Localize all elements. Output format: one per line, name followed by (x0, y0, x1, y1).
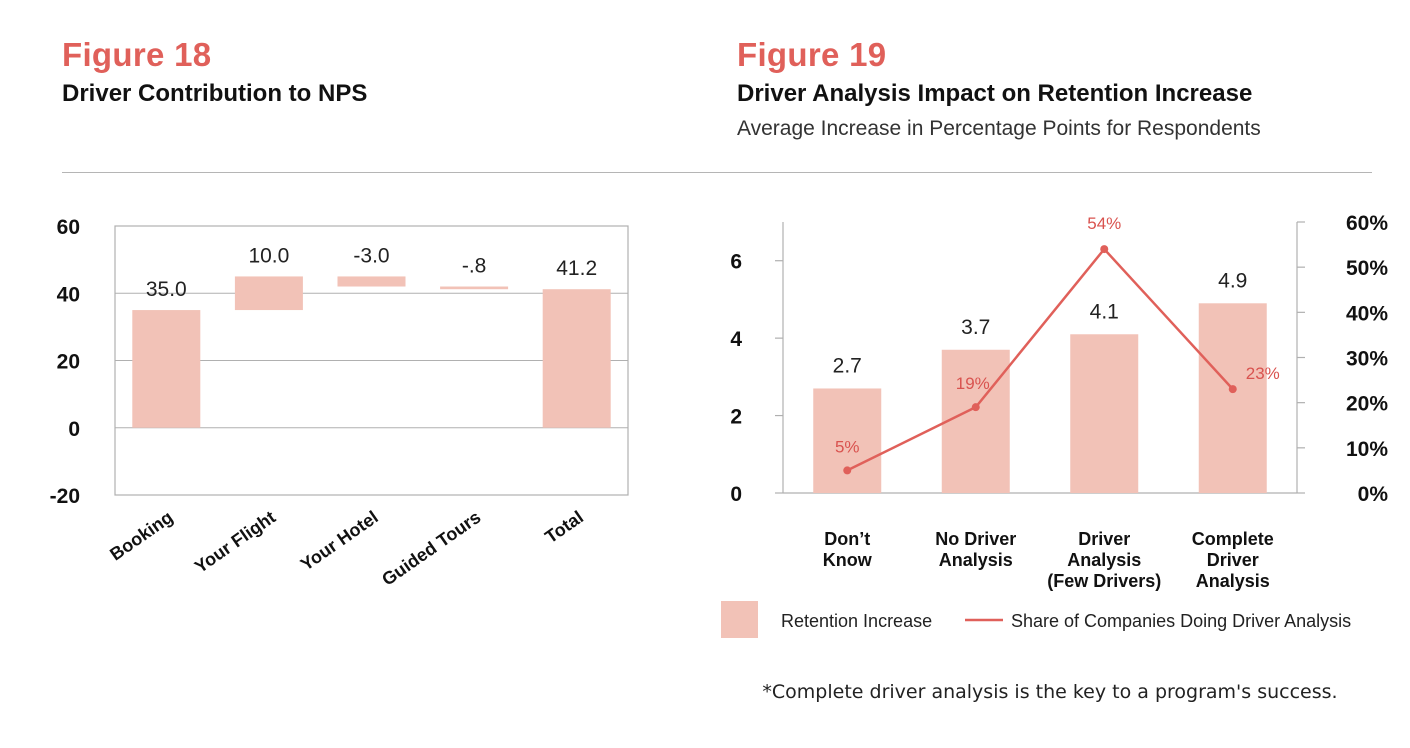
bar-data-label: 4.1 (1090, 300, 1119, 323)
share-line (846, 247, 1234, 472)
bar (813, 388, 882, 493)
right-tick-label: 20% (1346, 393, 1388, 416)
right-tick-label: 40% (1346, 302, 1388, 325)
x-tick-label: Driver (1207, 550, 1259, 570)
data-label: -3.0 (353, 244, 389, 267)
right-tick-label: 0% (1358, 483, 1389, 506)
right-tick-label: 30% (1346, 348, 1388, 371)
line-data-label: 19% (956, 374, 990, 393)
line-data-label: 54% (1087, 214, 1121, 233)
legend-label-bar: Retention Increase (781, 611, 932, 631)
y-tick-label: 20 (57, 351, 80, 374)
x-tick-label: Analysis (939, 550, 1013, 570)
left-tick-label: 0 (730, 483, 742, 506)
data-label: 35.0 (146, 278, 187, 301)
y-tick-label: -20 (50, 485, 80, 508)
bar (941, 349, 1010, 493)
figure19-subtitle: Average Increase in Percentage Points fo… (737, 117, 1261, 140)
left-tick-label: 4 (730, 328, 742, 351)
x-tick-label: Analysis (1067, 550, 1141, 570)
x-tick-label: Analysis (1196, 571, 1270, 591)
x-tick-label: No Driver (935, 529, 1016, 549)
figure18-label: Figure 18 (62, 36, 212, 73)
line-data-label: 23% (1246, 364, 1280, 383)
right-tick-label: 10% (1346, 438, 1388, 461)
figure18-title: Driver Contribution to NPS (62, 80, 368, 107)
line-data-label: 5% (835, 437, 860, 456)
right-tick-label: 60% (1346, 212, 1388, 235)
left-tick-label: 6 (730, 251, 742, 274)
bar-data-label: 2.7 (833, 354, 862, 377)
line-point (1100, 245, 1109, 254)
figure19-label: Figure 19 (737, 36, 887, 73)
bar (1070, 334, 1139, 493)
left-tick-label: 2 (730, 406, 742, 429)
x-tick-label: (Few Drivers) (1047, 571, 1161, 591)
y-tick-label: 60 (57, 216, 80, 239)
right-tick-label: 50% (1346, 257, 1388, 280)
bar (1198, 303, 1267, 493)
bar-data-label: 4.9 (1218, 269, 1247, 292)
legend-swatch-bar (721, 601, 758, 638)
y-tick-label: 0 (68, 418, 80, 441)
data-label: 10.0 (248, 244, 289, 267)
footnote: *Complete driver analysis is the key to … (762, 681, 1338, 703)
bar (542, 289, 611, 428)
x-tick-label: Driver (1078, 529, 1130, 549)
x-tick-label: Complete (1192, 529, 1274, 549)
bar (132, 310, 201, 428)
figure19-title: Driver Analysis Impact on Retention Incr… (737, 80, 1253, 107)
header-divider (62, 172, 1372, 173)
bar-data-label: 3.7 (961, 316, 990, 339)
data-label: -.8 (462, 255, 487, 278)
line-point (1228, 385, 1237, 394)
x-tick-label: Know (823, 550, 873, 570)
bar (337, 276, 406, 287)
bar (440, 286, 509, 290)
line-point (971, 403, 980, 412)
bar (234, 276, 303, 311)
y-tick-label: 40 (57, 283, 80, 306)
legend-label-line: Share of Companies Doing Driver Analysis (1011, 611, 1351, 631)
x-tick-label: Don’t (824, 529, 870, 549)
data-label: 41.2 (556, 257, 597, 280)
line-point (843, 466, 852, 475)
